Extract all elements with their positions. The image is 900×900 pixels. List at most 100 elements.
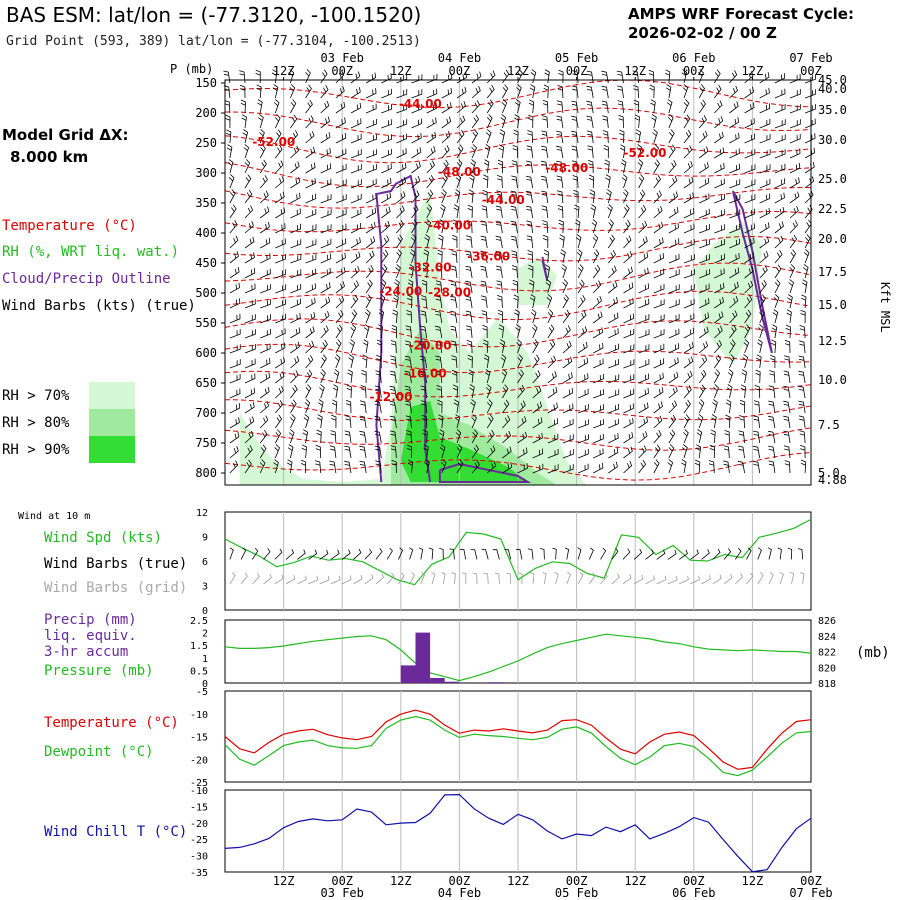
- wind-barb-153: [774, 119, 786, 129]
- grid-spacing-label: Model Grid ΔX:: [2, 126, 129, 144]
- wind-barb-332: [525, 190, 534, 204]
- wind-barb-904: [331, 414, 337, 429]
- wind-ytick-0: 0: [202, 606, 208, 617]
- wind-barb-764: [577, 357, 589, 369]
- wind-barb-844: [608, 389, 620, 399]
- wind-barb-603: [497, 295, 503, 309]
- wind-barb-811: [698, 369, 707, 384]
- wind-barb-652: [653, 314, 665, 324]
- wind-barb-611: [623, 297, 634, 309]
- wind-barb-101: [571, 100, 579, 114]
- wind-barb-157: [242, 129, 249, 144]
- wind-barb-295: [556, 175, 564, 189]
- precip-y2tick-3: 824: [818, 632, 836, 643]
- legend-temp-line: Temperature (°C): [44, 715, 179, 731]
- wind-barb-346: [744, 194, 756, 204]
- wind-barb-59: [529, 84, 536, 99]
- wind-barb-896: [798, 400, 806, 414]
- wind-barb-1035: [547, 464, 559, 474]
- wind-barb-599: [435, 295, 443, 309]
- wind-barb-245: [396, 162, 407, 174]
- wind-barb-182: [619, 129, 625, 144]
- wind-barb-115: [789, 104, 801, 114]
- sfc-barb-true-31: [577, 547, 582, 560]
- wind-barb-682: [515, 324, 521, 339]
- sfc-barb-grid-48: [768, 571, 774, 585]
- height-tick-8: 15.0: [818, 298, 847, 312]
- wind-barb-1025: [391, 459, 397, 474]
- wind-barb-473: [305, 254, 317, 264]
- sfc-barb-grid-40: [679, 575, 689, 585]
- wind-barb-124: [335, 117, 346, 129]
- legend-precip: Precip (mm): [44, 612, 137, 628]
- legend-wind-barbs-true: Wind Barbs (true): [44, 556, 187, 572]
- wind-barb-296: [572, 175, 579, 189]
- wind-barb-592: [335, 295, 345, 309]
- top-date-1: 04 Feb: [438, 51, 481, 65]
- sfc-barb-true-34: [611, 547, 619, 560]
- temp-contour-7: [224, 262, 812, 292]
- precip-ytick-4: 2: [202, 629, 208, 640]
- wind-barb-516: [365, 265, 374, 279]
- wind-barb-857: [798, 385, 806, 399]
- wind-barb-35: [759, 72, 770, 84]
- top-time-4: 12Z: [507, 64, 529, 78]
- wind-barb-566: [528, 279, 535, 294]
- wind-barb-902: [303, 414, 310, 429]
- wind-barb-846: [638, 388, 649, 399]
- wind-barb-914: [486, 414, 494, 429]
- sfc-barb-grid-45: [735, 573, 743, 585]
- wind-barb-561: [450, 280, 458, 294]
- wind-barb-642: [497, 309, 504, 324]
- wind-barb-777: [770, 354, 776, 368]
- wind-barb-808: [653, 372, 664, 384]
- wind-barb-974: [799, 430, 806, 444]
- temp-label-6: -40.00: [428, 218, 471, 232]
- legend-rh90: RH > 90%: [2, 442, 70, 458]
- sfc-barb-grid-49: [779, 571, 784, 585]
- wind-barb-744: [275, 357, 286, 369]
- wind-barb-323: [396, 191, 406, 204]
- wind-barb-238: [290, 161, 300, 174]
- wind-barb-990: [456, 444, 463, 459]
- wind-barb-932: [753, 415, 761, 429]
- wind-barb-1015: [244, 459, 252, 474]
- wind-barb-50: [396, 89, 408, 99]
- wind-barb-383: [714, 209, 726, 219]
- wind-barb-644: [530, 309, 537, 324]
- wind-barb-533: [623, 266, 633, 279]
- wind-barb-491: [576, 249, 583, 264]
- wind-ytick-2: 6: [202, 557, 208, 568]
- wind-barb-44: [305, 84, 312, 99]
- wind-barb-967: [696, 429, 703, 444]
- temp-label-4: -52.00: [624, 146, 667, 160]
- temp-contour-6: [224, 235, 812, 262]
- pressure-tick-300: 300: [195, 166, 217, 180]
- wind-barb-369: [495, 205, 503, 219]
- wind-barb-113: [759, 103, 771, 114]
- wind-barb-795: [451, 369, 458, 384]
- wind-barb-64: [601, 85, 609, 99]
- chill-ytick-1: -30: [190, 852, 208, 863]
- wind-barb-378: [638, 205, 647, 219]
- wind-barb-818: [798, 370, 806, 384]
- wind-barb-257: [571, 160, 579, 174]
- wind-barb-879: [547, 402, 558, 414]
- wind-barb-73: [744, 86, 755, 99]
- sfc-barb-grid-7: [308, 575, 319, 585]
- sfc-barb-true-27: [527, 548, 534, 560]
- wind-barb-1028: [440, 459, 447, 474]
- wind-barb-152: [759, 118, 771, 129]
- wind-barb-688: [608, 328, 619, 339]
- wind-barb-185: [668, 129, 675, 144]
- wind-barb-633: [365, 309, 371, 324]
- precip-y2tick-2: 822: [818, 648, 836, 659]
- wind-barb-372: [541, 205, 549, 219]
- wind-barb-756: [451, 355, 458, 369]
- wind-barb-981: [315, 444, 322, 459]
- wind-barb-871: [420, 400, 428, 414]
- wind-barb-199: [290, 145, 299, 159]
- height-tick-1: 40.0: [818, 82, 847, 96]
- wind-barb-776: [756, 354, 762, 369]
- wind-barb-186: [683, 129, 692, 144]
